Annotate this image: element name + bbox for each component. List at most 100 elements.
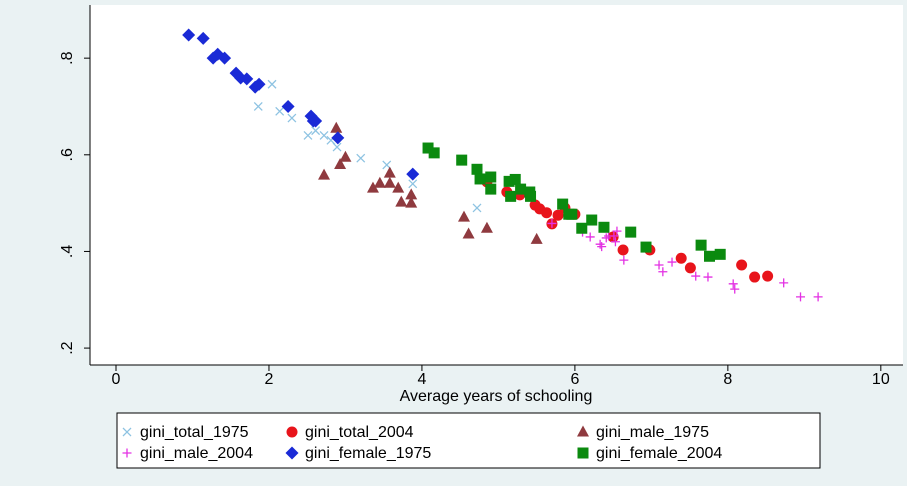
point	[601, 233, 611, 243]
point	[509, 173, 521, 185]
point	[287, 113, 297, 123]
point	[728, 279, 738, 289]
point	[356, 153, 366, 163]
point	[480, 221, 493, 233]
x-tick-label: 8	[723, 371, 732, 388]
point	[240, 72, 254, 86]
point	[462, 227, 475, 239]
point	[267, 79, 277, 89]
point	[275, 106, 285, 116]
plot-area	[90, 5, 903, 365]
point	[471, 163, 483, 175]
x-tick-label: 10	[872, 371, 890, 388]
point	[428, 147, 440, 159]
point	[684, 262, 696, 274]
y-tick-label: .6	[59, 148, 76, 161]
point	[318, 168, 331, 180]
point	[813, 292, 823, 302]
point	[749, 271, 761, 283]
x-tick-label: 2	[265, 371, 274, 388]
point	[714, 248, 726, 260]
point	[625, 226, 637, 238]
point	[339, 150, 352, 162]
x-tick-label: 4	[417, 371, 426, 388]
point	[405, 188, 418, 200]
point	[530, 232, 543, 244]
point	[472, 203, 482, 213]
point	[474, 173, 486, 185]
point	[779, 278, 789, 288]
point	[547, 218, 557, 228]
point	[654, 260, 664, 270]
point	[552, 209, 564, 221]
point	[330, 121, 343, 133]
point	[612, 226, 622, 236]
point	[619, 255, 629, 265]
point	[331, 131, 345, 145]
point	[332, 142, 342, 152]
legend-label: gini_male_2004	[140, 445, 253, 462]
point	[704, 250, 716, 262]
point	[309, 114, 323, 128]
point	[395, 195, 408, 207]
legend-label: gini_total_2004	[305, 424, 414, 441]
point	[598, 221, 610, 233]
point	[456, 154, 468, 166]
point	[366, 181, 379, 193]
legend-symbol	[286, 426, 298, 438]
point	[373, 176, 386, 188]
x-tick-label: 6	[570, 371, 579, 388]
legend-label: gini_total_1975	[140, 424, 249, 441]
point	[311, 126, 321, 136]
legend-symbol	[285, 446, 299, 460]
legend-symbol	[577, 447, 589, 459]
point	[383, 166, 396, 178]
point	[617, 244, 629, 256]
legend-symbol	[122, 448, 132, 458]
legend-label: gini_male_1975	[596, 424, 709, 441]
point	[505, 190, 517, 202]
point	[609, 231, 619, 241]
point	[182, 28, 196, 42]
point	[406, 167, 420, 181]
legend-symbol	[122, 427, 132, 437]
point	[566, 208, 578, 220]
legend	[116, 412, 821, 469]
y-tick-label: .2	[59, 341, 76, 354]
point	[597, 242, 607, 252]
point	[586, 214, 598, 226]
x-tick-label: 0	[112, 371, 121, 388]
point	[695, 239, 707, 251]
point	[303, 131, 313, 140]
point	[703, 272, 713, 282]
point	[422, 142, 434, 154]
point	[691, 271, 701, 281]
point	[408, 179, 418, 189]
point	[576, 222, 588, 234]
legend-label: gini_female_1975	[305, 445, 431, 462]
point	[515, 183, 527, 195]
point	[667, 257, 677, 267]
point	[218, 51, 232, 65]
point	[383, 176, 396, 188]
point	[405, 196, 418, 208]
y-tick-label: .4	[59, 245, 76, 258]
point	[392, 181, 405, 193]
point	[557, 198, 569, 210]
point	[675, 252, 687, 264]
point	[281, 99, 295, 113]
point	[485, 171, 497, 183]
point	[485, 183, 497, 195]
point	[319, 131, 329, 140]
point	[736, 259, 748, 271]
point	[196, 31, 210, 45]
point	[730, 284, 740, 294]
point	[796, 292, 806, 302]
point	[503, 175, 515, 187]
point	[640, 241, 652, 253]
point	[457, 210, 470, 222]
point	[585, 232, 595, 242]
point	[762, 270, 774, 282]
point	[334, 157, 347, 169]
